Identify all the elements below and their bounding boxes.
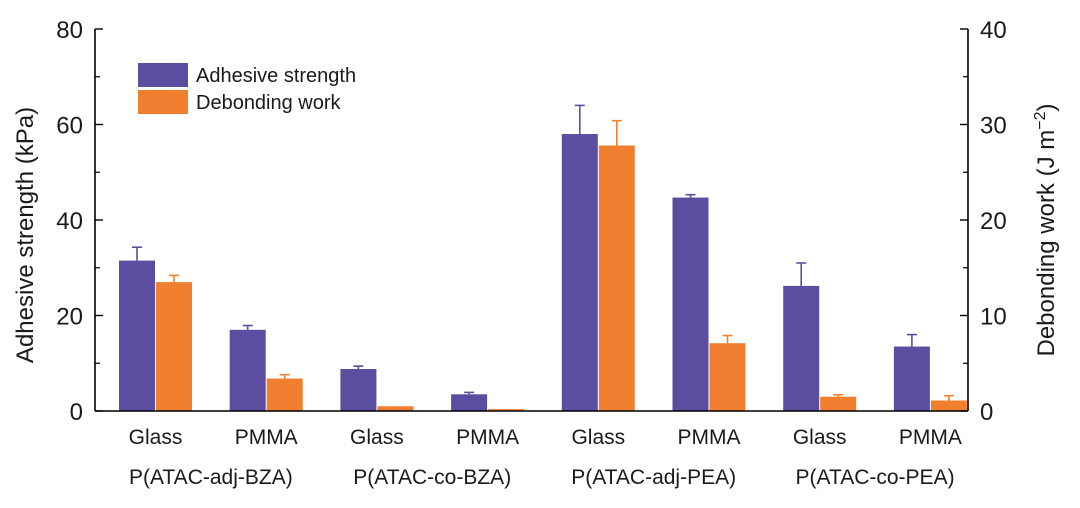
bar-adhesive-strength (561, 134, 598, 412)
bar-adhesive-strength (783, 285, 820, 411)
right-tick-label: 20 (980, 208, 1007, 235)
left-tick-label: 60 (56, 113, 83, 140)
left-axis-title: Adhesive strength (kPa) (12, 107, 39, 363)
right-axis-title: Debonding work (J m−2) (1032, 103, 1060, 356)
group-label: P(ATAC-adj-PEA) (571, 466, 736, 489)
left-tick-label: 40 (56, 208, 83, 235)
legend-label-adhesive-strength: Adhesive strength (196, 65, 356, 87)
bar-adhesive-strength (893, 346, 930, 411)
right-tick-label: 10 (980, 304, 1007, 331)
legend: Adhesive strength Debonding work (138, 63, 356, 114)
bar-debonding-work (377, 406, 414, 411)
left-tick-label: 20 (56, 304, 83, 331)
left-tick-label: 80 (56, 17, 83, 44)
bar-debonding-work (156, 282, 192, 411)
group-label: P(ATAC-co-PEA) (796, 466, 955, 489)
right-axis-title-close: ) (1033, 103, 1060, 111)
bar-adhesive-strength (451, 394, 488, 411)
bars-layer (119, 134, 967, 412)
category-label: Glass (350, 426, 404, 449)
category-label: PMMA (678, 426, 741, 449)
category-label: PMMA (899, 426, 962, 449)
group-label: P(ATAC-co-BZA) (353, 466, 511, 489)
category-label: Glass (793, 426, 847, 449)
bar-adhesive-strength (340, 368, 377, 411)
right-axis-title-superscript: −2 (1032, 111, 1049, 129)
bar-adhesive-strength (119, 260, 155, 411)
category-label: PMMA (235, 426, 298, 449)
category-label: PMMA (456, 426, 519, 449)
labels-layer: 0 20 40 60 80 0 10 20 30 40 Glass PMMA Glass PMMA Glas… (12, 17, 1060, 489)
bar-debonding-work (709, 343, 746, 411)
left-tick-label: 0 (70, 399, 83, 426)
right-tick-label: 30 (980, 113, 1007, 140)
bar-debonding-work (598, 145, 635, 411)
group-label: P(ATAC-adj-BZA) (129, 466, 293, 489)
axes-layer (94, 28, 969, 412)
bar-debonding-work (266, 378, 303, 411)
error-bars-layer (132, 104, 954, 401)
legend-swatch-adhesive-strength (138, 63, 188, 87)
right-tick-label: 0 (980, 399, 993, 426)
legend-label-debonding-work: Debonding work (196, 92, 342, 114)
right-tick-label: 40 (980, 17, 1007, 44)
legend-swatch-debonding-work (138, 90, 188, 114)
category-label: Glass (129, 426, 183, 449)
bar-debonding-work (820, 396, 857, 411)
bar-debonding-work (930, 400, 967, 411)
bar-adhesive-strength (229, 329, 266, 411)
bar-debonding-work (488, 409, 525, 411)
bar-adhesive-strength (672, 197, 709, 411)
right-axis-title-main: Debonding work (J m (1033, 130, 1060, 357)
category-label: Glass (571, 426, 625, 449)
